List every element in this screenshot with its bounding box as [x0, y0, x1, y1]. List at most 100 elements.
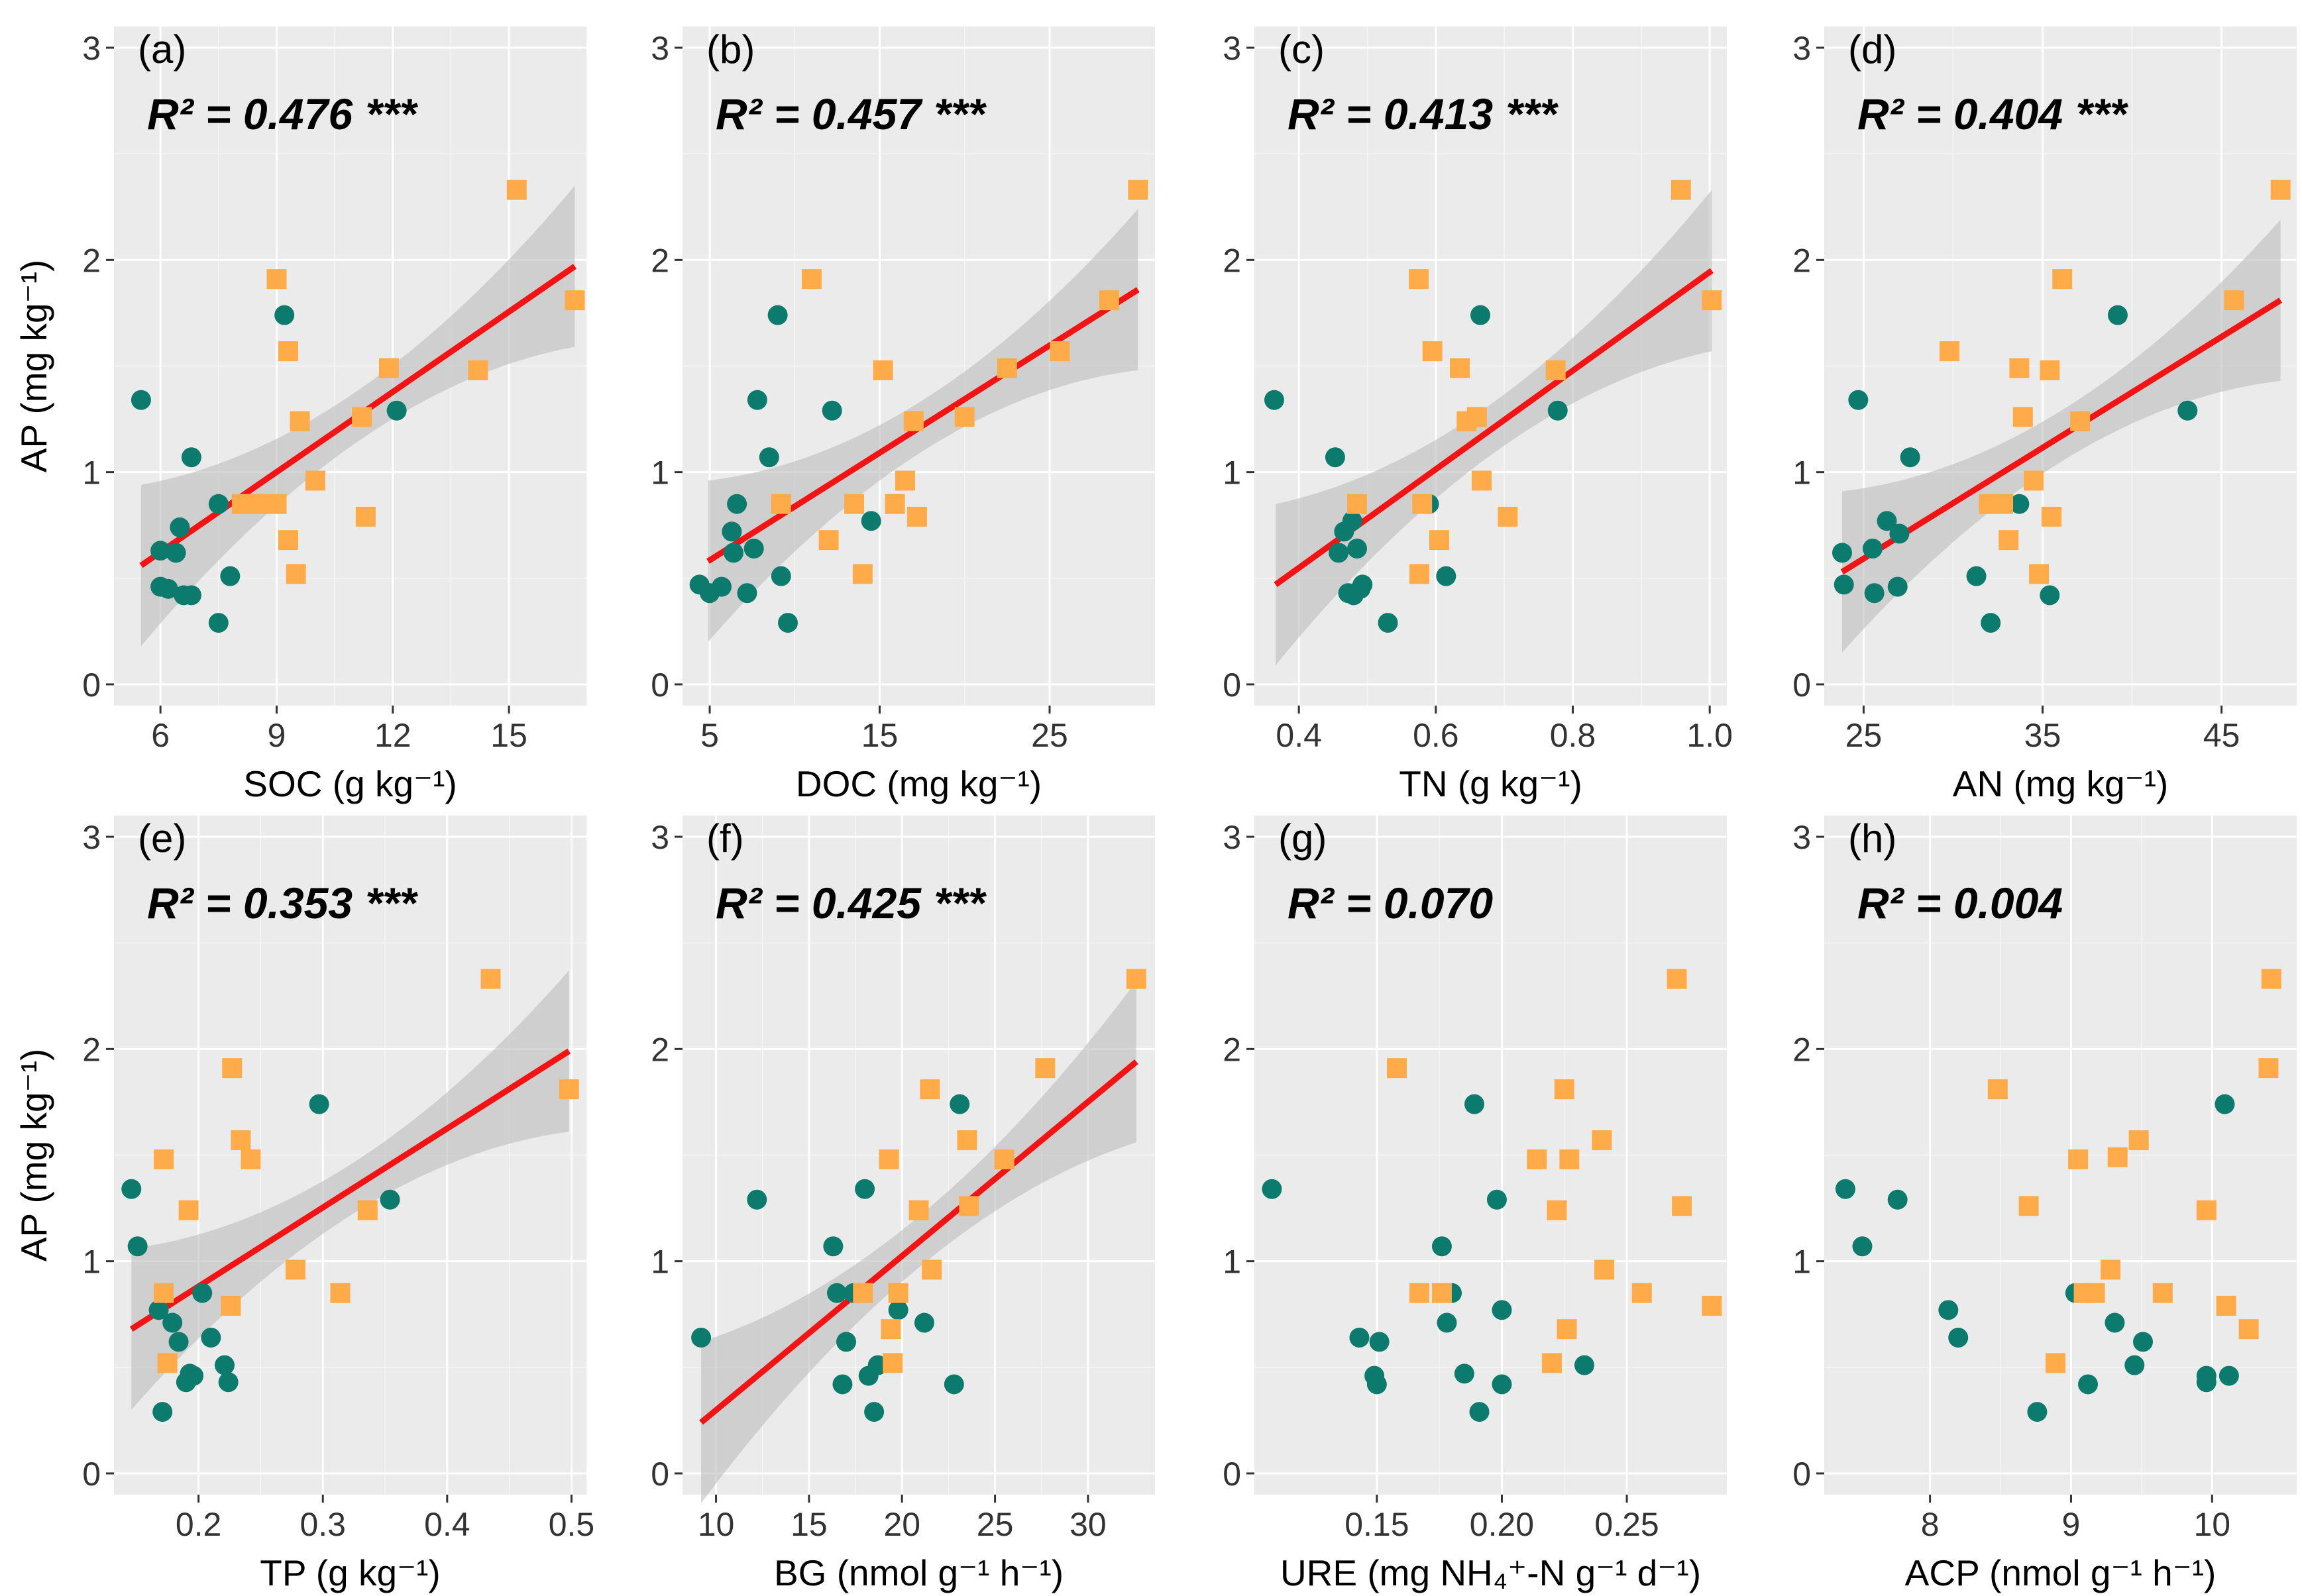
data-point-orange	[2128, 1130, 2149, 1151]
data-point-green	[771, 566, 791, 586]
panel-label: (c)	[1278, 27, 1325, 72]
data-point-orange	[2238, 1319, 2259, 1340]
x-tick-label: 0.15	[1344, 1506, 1409, 1543]
data-point-orange	[286, 564, 306, 584]
x-tick-label: 5	[700, 717, 719, 754]
data-point-orange	[1541, 1353, 1562, 1373]
regression-line	[1840, 297, 2283, 575]
r-squared-label: R² = 0.404 ***	[1857, 89, 2128, 138]
data-point-green	[220, 566, 241, 586]
significance-stars: ***	[367, 89, 418, 138]
data-point-green	[1492, 1300, 1512, 1320]
y-tick-label: 2	[1223, 1031, 1241, 1068]
data-point-orange	[480, 969, 501, 989]
x-tick-label: 15	[861, 717, 899, 754]
significance-stars: ***	[936, 878, 987, 928]
data-point-orange	[565, 290, 585, 311]
data-point-green	[1464, 1094, 1484, 1114]
data-point-green	[861, 511, 881, 531]
data-point-orange	[1128, 180, 1148, 200]
data-point-orange	[2107, 1147, 2128, 1167]
data-point-green	[1352, 574, 1373, 595]
x-tick-label: 12	[374, 717, 411, 754]
data-point-green	[2215, 1094, 2235, 1114]
data-point-green	[166, 543, 186, 563]
y-tick-label: 3	[1223, 819, 1241, 856]
data-point-green	[1470, 305, 1490, 325]
data-point-green	[1966, 566, 1987, 586]
data-point-green	[2040, 585, 2060, 606]
data-point-green	[162, 1312, 183, 1333]
r-squared-label: R² = 0.457 ***	[716, 89, 987, 138]
x-tick-label: 30	[1069, 1506, 1107, 1543]
data-point-orange	[906, 506, 927, 527]
data-point-orange	[2258, 1058, 2279, 1079]
data-point-orange	[2216, 1295, 2236, 1316]
data-point-green	[1877, 511, 1897, 531]
y-tick-label: 1	[1223, 1244, 1241, 1281]
data-point-green	[1574, 1355, 1594, 1375]
r-squared-label: R² = 0.070	[1288, 878, 1493, 928]
x-tick-label: 9	[2062, 1506, 2081, 1543]
data-point-orange	[1993, 494, 2014, 514]
data-point-green	[1887, 576, 1908, 597]
data-point-orange	[2009, 358, 2030, 378]
y-axis-title: AP (mg kg⁻¹)	[13, 1049, 54, 1261]
data-point-orange	[2046, 1353, 2066, 1373]
data-point-green	[2078, 1374, 2099, 1395]
data-point-orange	[222, 1058, 243, 1079]
x-axis-title: URE (mg NH₄⁺-N g⁻¹ d⁻¹)	[1280, 1552, 1701, 1593]
data-point-green	[747, 390, 767, 410]
y-tick-label: 1	[651, 1244, 669, 1281]
data-point-green	[2124, 1355, 2145, 1375]
data-point-green	[148, 1300, 169, 1320]
data-point-green	[1832, 543, 1853, 563]
data-point-orange	[883, 1353, 903, 1373]
x-tick-label: 0.2	[176, 1506, 222, 1543]
data-point-orange	[1431, 1283, 1452, 1303]
data-point-green	[767, 305, 788, 325]
data-point-orange	[903, 411, 924, 431]
data-point-orange	[559, 1079, 579, 1100]
data-point-orange	[1631, 1283, 1652, 1303]
x-tick-label: 0.3	[300, 1506, 346, 1543]
y-tick-label: 0	[651, 666, 669, 704]
data-point-orange	[1050, 341, 1070, 362]
data-point-green	[214, 1355, 235, 1375]
data-point-orange	[2196, 1200, 2217, 1220]
data-point-orange	[154, 1149, 174, 1169]
data-point-green	[1547, 400, 1568, 421]
data-point-orange	[468, 360, 488, 380]
r-squared-label: R² = 0.353 ***	[147, 878, 418, 928]
data-point-green	[1862, 538, 1883, 559]
r-squared-value: R² = 0.404	[1857, 89, 2063, 138]
data-point-green	[2107, 305, 2128, 325]
data-point-green	[1366, 1374, 1387, 1395]
data-point-orange	[2261, 969, 2281, 989]
x-tick-label: 0.6	[1413, 717, 1459, 754]
data-point-orange	[357, 1200, 378, 1220]
data-point-orange	[1035, 1058, 1056, 1079]
data-point-orange	[1472, 470, 1492, 491]
data-point-green	[1492, 1374, 1512, 1395]
data-point-green	[1347, 538, 1367, 559]
data-point-orange	[2023, 470, 2044, 491]
data-point-orange	[994, 1149, 1014, 1169]
data-point-orange	[2085, 1283, 2105, 1303]
x-axis-title: TP (g kg⁻¹)	[260, 1552, 441, 1593]
data-point-green	[158, 578, 178, 599]
data-point-orange	[1099, 290, 1119, 311]
data-point-green	[1454, 1363, 1474, 1384]
data-point-green	[1486, 1189, 1507, 1210]
data-point-orange	[290, 411, 310, 431]
data-point-orange	[1987, 1079, 2008, 1100]
data-point-green	[1469, 1402, 1490, 1422]
data-point-green	[150, 541, 171, 561]
data-point-orange	[997, 358, 1017, 378]
y-tick-label: 2	[82, 242, 101, 279]
y-tick-label: 2	[82, 1031, 101, 1068]
y-tick-label: 0	[651, 1456, 669, 1493]
data-point-orange	[1409, 1283, 1429, 1303]
